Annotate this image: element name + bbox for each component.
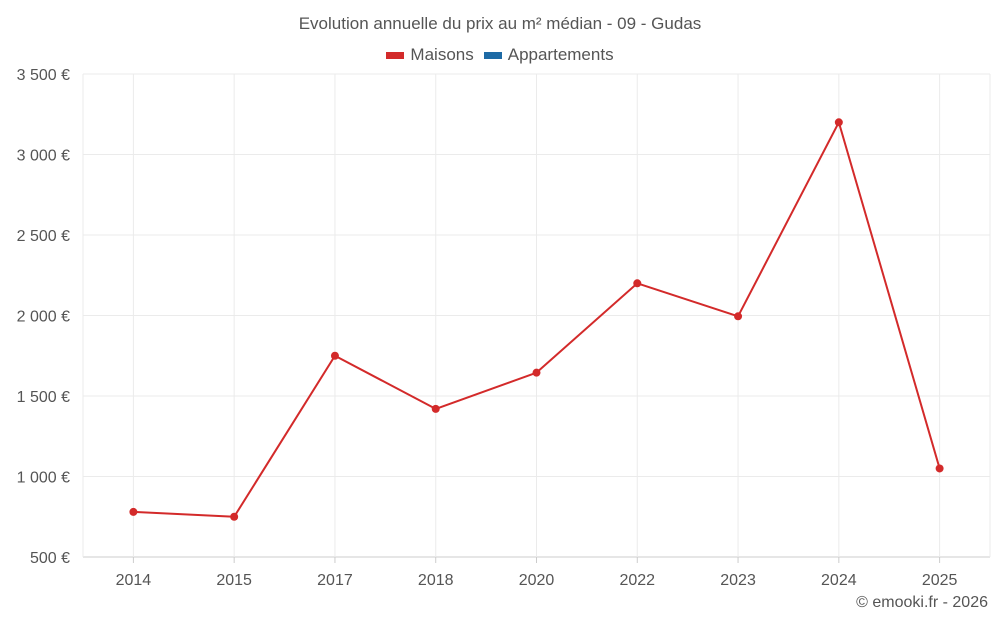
x-tick-label: 2023: [720, 572, 756, 589]
y-tick-label: 1 500 €: [17, 389, 70, 406]
y-tick-label: 2 500 €: [17, 228, 70, 245]
axes: 500 € 1 000 € 1 500 € 2 000 € 2 500 € 3 000 €…: [17, 67, 958, 589]
x-tick-label: 2020: [519, 572, 555, 589]
data-point[interactable]: [835, 118, 843, 126]
data-point[interactable]: [129, 508, 137, 516]
x-tick-label: 2018: [418, 572, 454, 589]
data-point[interactable]: [734, 312, 742, 320]
data-point[interactable]: [936, 464, 944, 472]
data-point[interactable]: [331, 352, 339, 360]
y-tick-label: 2 000 €: [17, 309, 70, 326]
y-tick-label: 3 500 €: [17, 67, 70, 84]
data-point[interactable]: [533, 369, 541, 377]
x-tick-label: 2022: [619, 572, 655, 589]
x-tick-label: 2024: [821, 572, 857, 589]
x-tick-label: 2025: [922, 572, 958, 589]
x-tick-label: 2015: [216, 572, 252, 589]
y-tick-label: 1 000 €: [17, 470, 70, 487]
x-tick-label: 2017: [317, 572, 353, 589]
y-tick-label: 3 000 €: [17, 148, 70, 165]
data-point[interactable]: [432, 405, 440, 413]
data-point[interactable]: [633, 279, 641, 287]
credit-text: © emooki.fr - 2026: [856, 594, 988, 612]
x-tick-label: 2014: [116, 572, 152, 589]
grid: [83, 74, 990, 557]
data-point[interactable]: [230, 513, 238, 521]
y-tick-label: 500 €: [30, 550, 70, 567]
